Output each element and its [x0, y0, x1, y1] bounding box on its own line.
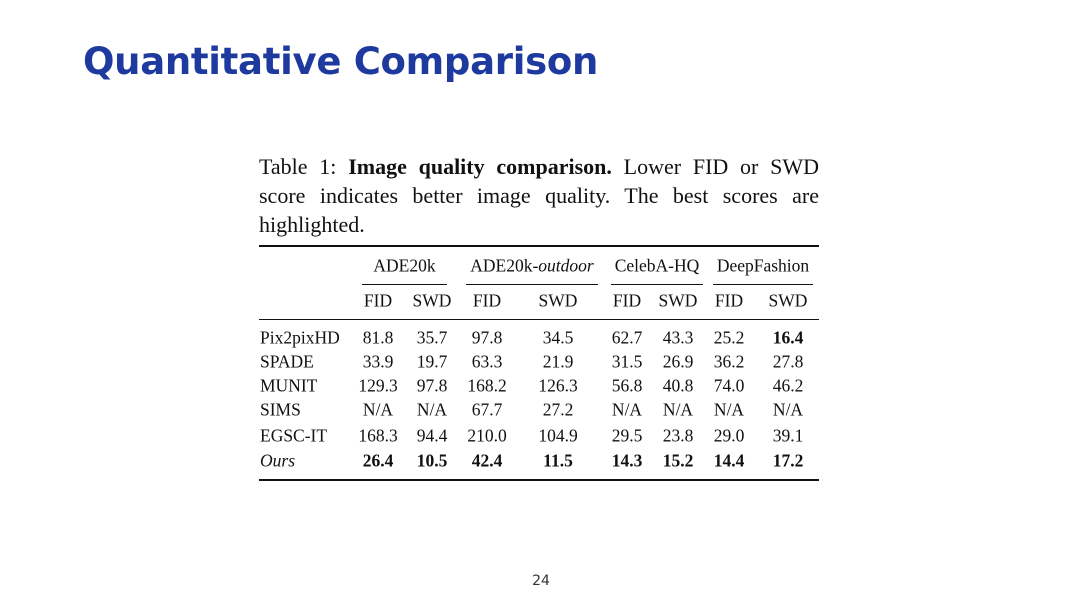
table-cell: 210.0: [467, 425, 507, 446]
table-cell: 168.3: [358, 425, 398, 446]
group-label: CelebA-HQ: [614, 255, 700, 276]
table-cell: N/A: [662, 399, 694, 420]
table-cell: N/A: [416, 399, 448, 420]
table-cell: 129.3: [358, 375, 398, 396]
group-label: ADE20k: [373, 255, 436, 276]
table-cell: 27.8: [772, 351, 804, 372]
table-cell: 56.8: [611, 375, 643, 396]
table-cell: 25.2: [713, 327, 745, 348]
group-header: ADE20k-outdoor: [470, 256, 593, 277]
table-cell: 14.3: [611, 450, 643, 471]
page-number: 24: [532, 573, 550, 589]
table-cell: N/A: [362, 399, 394, 420]
table-cell: 17.2: [772, 450, 804, 471]
table-caption: Table 1: Image quality comparison. Lower…: [259, 152, 819, 239]
row-label: EGSC-IT: [260, 425, 328, 446]
table-cell: 27.2: [542, 399, 574, 420]
column-header: FID: [714, 290, 744, 311]
table-cell: 46.2: [772, 375, 804, 396]
column-header: FID: [472, 290, 502, 311]
table-cell: 39.1: [772, 425, 804, 446]
table-cell: 11.5: [543, 450, 573, 471]
group-header: CelebA-HQ: [615, 256, 700, 277]
table-cell: 97.8: [471, 327, 503, 348]
row-label: SIMS: [260, 399, 301, 420]
group-header: DeepFashion: [717, 256, 809, 277]
group-underline: [713, 284, 813, 285]
table-cell: 29.0: [713, 425, 745, 446]
table-cell: 14.4: [713, 450, 745, 471]
caption-text: Lower FID or SWD score indicates better …: [259, 154, 820, 237]
table-cell: 31.5: [611, 351, 643, 372]
table-cell: 35.7: [416, 327, 448, 348]
column-header: SWD: [658, 290, 698, 311]
table-cell: 94.4: [416, 425, 448, 446]
column-header: SWD: [768, 290, 808, 311]
row-label: Ours: [260, 450, 296, 471]
group-underline: [611, 284, 703, 285]
group-underline: [362, 284, 447, 285]
group-label-italic: outdoor: [538, 255, 594, 276]
table-cell: 42.4: [471, 450, 503, 471]
table-cell: 34.5: [542, 327, 574, 348]
row-label: Pix2pixHD: [260, 327, 340, 348]
table-cell: 168.2: [467, 375, 507, 396]
table-cell: 16.4: [772, 327, 804, 348]
column-header: FID: [612, 290, 642, 311]
column-header: SWD: [412, 290, 452, 311]
table-cell: 26.9: [662, 351, 694, 372]
table-cell: 36.2: [713, 351, 745, 372]
table-cell: N/A: [772, 399, 804, 420]
row-label: MUNIT: [260, 375, 318, 396]
table-cell: N/A: [611, 399, 643, 420]
bottom-rule: [259, 479, 819, 481]
table-cell: 21.9: [542, 351, 574, 372]
table-cell: 126.3: [538, 375, 578, 396]
table-cell: 63.3: [471, 351, 503, 372]
group-label: DeepFashion: [716, 255, 810, 276]
caption-label: Table 1:: [259, 154, 337, 179]
header-rule: [259, 319, 819, 320]
group-label: ADE20k-: [470, 255, 539, 276]
top-rule: [259, 245, 819, 247]
table-cell: 29.5: [611, 425, 643, 446]
slide-title: Quantitative Comparison: [83, 40, 598, 83]
column-header: FID: [363, 290, 393, 311]
table-cell: 67.7: [471, 399, 503, 420]
row-label: SPADE: [260, 351, 314, 372]
table-cell: N/A: [713, 399, 745, 420]
table-cell: 43.3: [662, 327, 694, 348]
table-cell: 40.8: [662, 375, 694, 396]
table-cell: 23.8: [662, 425, 694, 446]
table-cell: 104.9: [538, 425, 578, 446]
table-cell: 33.9: [362, 351, 394, 372]
caption-heading: Image quality comparison.: [348, 154, 612, 179]
group-header: ADE20k: [373, 256, 435, 277]
table-cell: 97.8: [416, 375, 448, 396]
table-cell: 19.7: [416, 351, 448, 372]
table-cell: 10.5: [416, 450, 448, 471]
table-cell: 81.8: [362, 327, 394, 348]
table-cell: 15.2: [662, 450, 694, 471]
table-cell: 62.7: [611, 327, 643, 348]
table-cell: 74.0: [713, 375, 745, 396]
column-header: SWD: [538, 290, 578, 311]
table-cell: 26.4: [362, 450, 394, 471]
group-underline: [466, 284, 598, 285]
